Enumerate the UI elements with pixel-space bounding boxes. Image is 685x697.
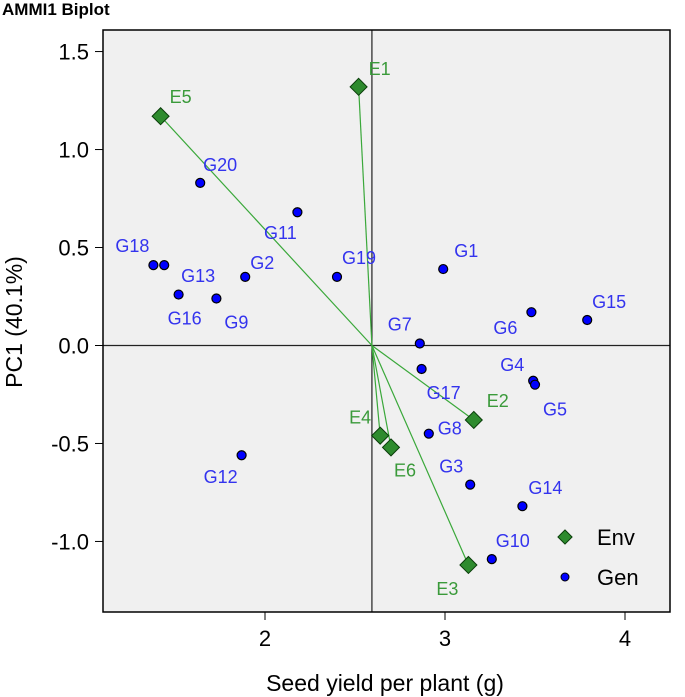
y-tick-label: 0.0 — [58, 333, 89, 358]
env-label-e1: E1 — [369, 59, 391, 79]
gen-point-g9 — [211, 293, 222, 304]
env-label-e2: E2 — [487, 391, 509, 411]
y-axis-label: PC1 (40.1%) — [1, 256, 27, 388]
env-label-e5: E5 — [170, 87, 192, 107]
gen-point-g6 — [526, 307, 537, 318]
gen-point-g16 — [173, 289, 184, 300]
y-tick-label: -0.5 — [51, 431, 89, 456]
gen-point-g2 — [240, 271, 251, 283]
gen-point-g15 — [582, 314, 593, 326]
env-label-e3: E3 — [436, 579, 458, 599]
gen-point-g18 — [148, 260, 159, 271]
env-point-e4 — [371, 426, 390, 445]
env-point-e2 — [464, 410, 483, 430]
gen-label-g12: G12 — [204, 467, 238, 487]
gen-label-g19: G19 — [342, 248, 376, 268]
gen-point-g7 — [414, 338, 425, 349]
x-axis-label: Seed yield per plant (g) — [266, 670, 504, 696]
legend-gen-marker — [560, 572, 570, 582]
gen-point-g12 — [236, 450, 247, 461]
gen-label-g15: G15 — [592, 292, 626, 312]
gen-label-g4: G4 — [500, 355, 524, 375]
gen-label-g8: G8 — [438, 419, 462, 439]
gen-point-g1 — [438, 263, 449, 275]
x-tick-label: 4 — [619, 626, 631, 651]
plot-panel — [103, 30, 670, 612]
x-tick-label: 3 — [439, 626, 451, 651]
legend-gen-label: Gen — [597, 565, 639, 590]
gen-point-g20 — [195, 177, 206, 188]
gen-label-g10: G10 — [496, 531, 530, 551]
gen-label-g3: G3 — [439, 457, 463, 477]
y-tick-label: 0.5 — [58, 236, 89, 261]
gen-point-g5 — [529, 379, 541, 390]
env-vector-e1 — [358, 86, 373, 346]
y-tick-label: 1.5 — [58, 40, 89, 65]
gen-point-g13 — [159, 260, 170, 271]
legend-env-marker — [557, 529, 573, 545]
gen-point-g3 — [465, 479, 476, 490]
gen-label-g18: G18 — [115, 236, 149, 256]
env-label-e6: E6 — [394, 460, 416, 480]
gen-point-g10 — [486, 553, 497, 565]
gen-point-g14 — [517, 501, 528, 512]
gen-label-g16: G16 — [168, 309, 202, 329]
env-point-e1 — [349, 77, 368, 97]
gen-label-g17: G17 — [427, 383, 461, 403]
gen-label-g6: G6 — [493, 318, 517, 338]
gen-point-g19 — [331, 271, 343, 283]
x-tick-label: 2 — [259, 626, 271, 651]
env-vector-e4 — [371, 345, 381, 436]
gen-point-g8 — [423, 428, 434, 439]
plot-border — [102, 29, 671, 613]
env-point-e3 — [459, 555, 478, 575]
gen-label-g20: G20 — [203, 155, 237, 175]
gen-label-g14: G14 — [528, 478, 562, 498]
env-vector-e6 — [371, 345, 392, 448]
env-point-e5 — [151, 107, 170, 126]
gen-label-g5: G5 — [543, 400, 567, 420]
env-vector-e5 — [160, 115, 373, 346]
gen-label-g7: G7 — [388, 315, 412, 335]
y-tick-label: 1.0 — [58, 138, 89, 163]
chart-title: AMMI1 Biplot — [2, 0, 110, 19]
env-vector-e2 — [371, 345, 475, 421]
env-label-e4: E4 — [349, 408, 371, 428]
legend-env-label: Env — [597, 525, 635, 550]
gen-label-g2: G2 — [250, 253, 274, 273]
gen-label-g1: G1 — [454, 241, 478, 261]
gen-point-g11 — [292, 207, 303, 218]
gen-label-g13: G13 — [181, 266, 215, 286]
gen-label-g9: G9 — [224, 312, 248, 332]
y-tick-label: -1.0 — [51, 529, 89, 554]
env-point-e6 — [381, 438, 401, 457]
gen-point-g17 — [416, 363, 427, 375]
env-vector-e3 — [371, 345, 469, 566]
gen-label-g11: G11 — [264, 223, 297, 243]
